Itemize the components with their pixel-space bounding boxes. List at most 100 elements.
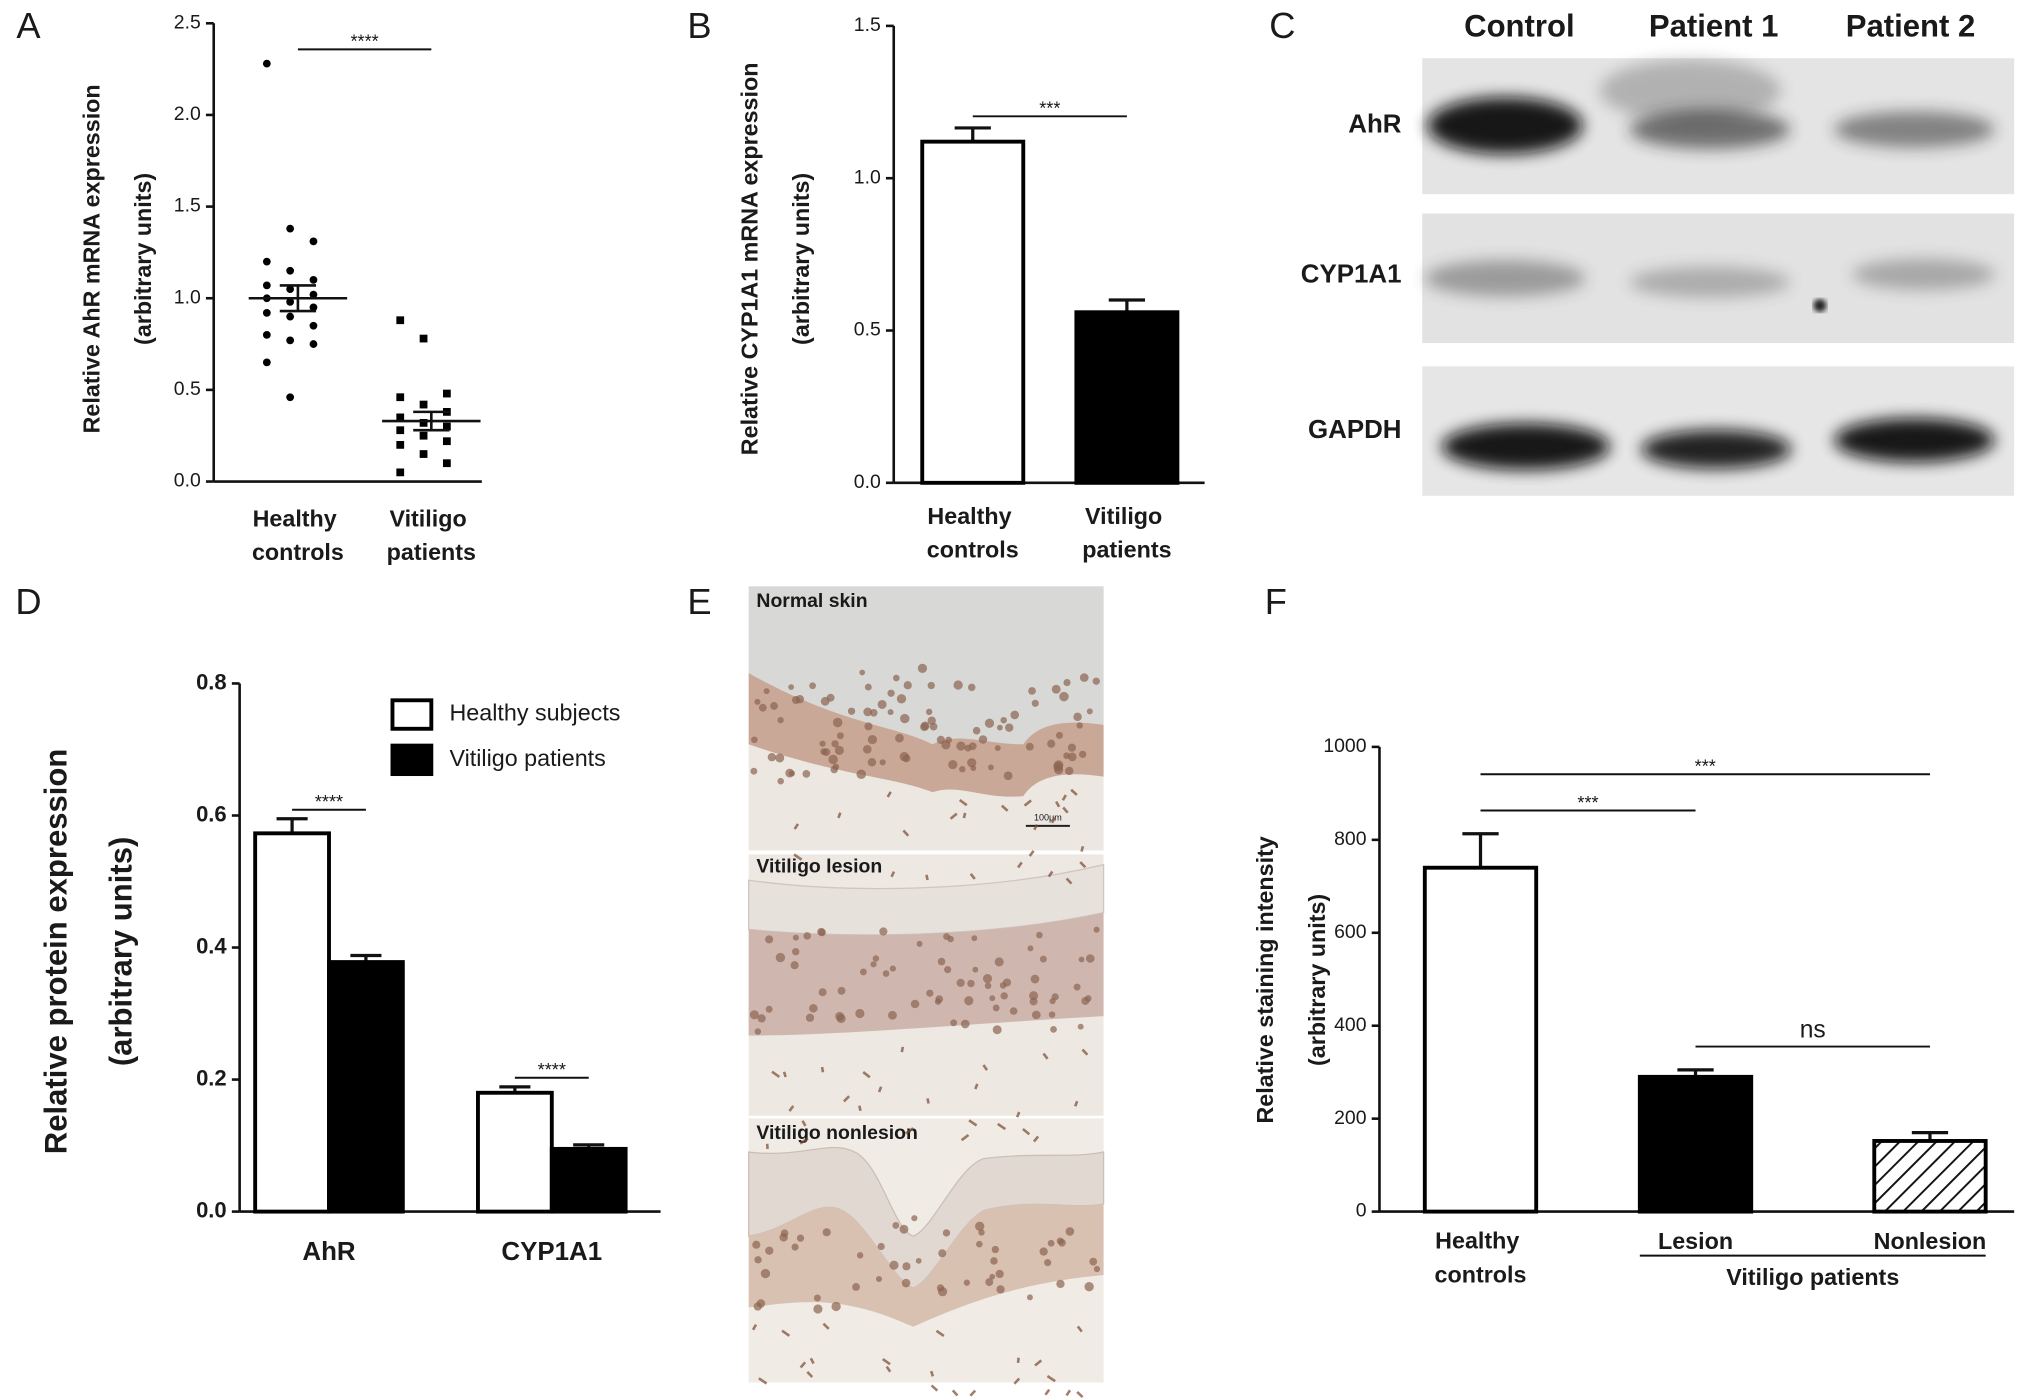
- data-point: [396, 440, 405, 449]
- histology-cell: [1084, 995, 1092, 1002]
- panel-label: F: [1265, 581, 1287, 622]
- x-tick-label: Nonlesion: [1874, 1228, 1987, 1254]
- histology-cell: [1036, 931, 1043, 939]
- histology-fiber: [982, 1064, 989, 1071]
- histology-fiber: [902, 829, 910, 837]
- histology-cell: [917, 663, 928, 673]
- error-bar: [279, 284, 317, 313]
- histology-cell: [948, 759, 958, 770]
- histology-cell: [791, 696, 800, 705]
- histology-fiber: [1061, 794, 1067, 801]
- histology-fiber: [771, 1070, 781, 1078]
- histology-cell: [989, 995, 996, 1002]
- blot-band: [1441, 423, 1611, 470]
- histology-cell: [758, 703, 767, 712]
- histology-cell: [1093, 1265, 1101, 1273]
- blot-band: [1424, 260, 1586, 297]
- histology-cell: [834, 745, 844, 755]
- histology-fiber: [1074, 1100, 1079, 1107]
- histology-cell: [1093, 926, 1100, 933]
- y-tick-label: 2.0: [174, 103, 201, 125]
- histology-cell: [937, 957, 946, 966]
- histology-cell: [1009, 1007, 1018, 1015]
- histology-cell: [1029, 991, 1039, 1001]
- data-point: [262, 281, 271, 290]
- histology-cell: [984, 718, 995, 728]
- panel-label: E: [687, 581, 711, 622]
- error-bar: [954, 126, 991, 142]
- histology-fiber: [1044, 1388, 1051, 1396]
- histology-fiber: [1034, 1359, 1043, 1367]
- blot-row: CYP1A1: [1301, 261, 1402, 289]
- histology-fiber: [793, 853, 803, 861]
- y-tick-label: 0.6: [196, 801, 227, 826]
- histology-cell: [945, 736, 952, 744]
- histology-cell: [837, 986, 846, 995]
- data-point: [286, 224, 295, 233]
- data-point: [262, 309, 271, 317]
- histology-fiber: [1081, 1048, 1089, 1056]
- x-tick-label: Healthy controls: [927, 503, 1019, 563]
- histology-cell: [1067, 743, 1077, 752]
- histology-cell: [1084, 1282, 1094, 1292]
- histology-cell: [790, 961, 799, 970]
- histology-cell: [802, 770, 811, 778]
- y-tick-label: 0.0: [854, 471, 881, 493]
- histology-cell: [968, 742, 977, 751]
- histology-cell: [1005, 723, 1014, 732]
- data-point: [286, 298, 295, 306]
- blot-band: [1427, 97, 1583, 155]
- histology-cell: [847, 707, 856, 715]
- histology-cell: [971, 935, 978, 942]
- histology-cell: [950, 1019, 958, 1027]
- histology-background: [748, 586, 1104, 745]
- histology-cell: [916, 940, 923, 947]
- histology-cell: [1078, 750, 1087, 759]
- histology-cell: [960, 1019, 970, 1029]
- significance-label: ****: [315, 792, 343, 812]
- histology-cell: [920, 722, 929, 732]
- histology-cell: [1002, 978, 1012, 987]
- histology-fiber: [788, 1105, 795, 1112]
- histology-cell: [751, 736, 758, 744]
- histology-cell: [864, 683, 872, 691]
- histology-cell: [792, 948, 800, 956]
- histology-fiber: [962, 812, 967, 819]
- histology-cell: [820, 748, 828, 756]
- histology-fiber: [935, 1329, 945, 1338]
- histology-cell: [925, 708, 933, 716]
- significance-label: ***: [1039, 99, 1060, 119]
- blot-band: [1834, 418, 1995, 463]
- histology-cell: [1092, 677, 1100, 685]
- y-axis-label: Relative AhR mRNA expression: [78, 84, 104, 433]
- y-tick-label: 0.5: [854, 319, 881, 341]
- histology-fiber: [1062, 806, 1069, 814]
- histology-cell: [832, 763, 840, 771]
- y-tick-label: 200: [1334, 1107, 1367, 1129]
- histology-epidermis: [748, 912, 1104, 1036]
- histology-fiber: [969, 1389, 977, 1397]
- histology-cell: [963, 1279, 971, 1286]
- histology-cell: [867, 734, 878, 745]
- histology-cell: [779, 1233, 788, 1242]
- histology-cell: [1077, 1023, 1084, 1030]
- histology-cell: [1056, 1279, 1065, 1289]
- histology-cell: [895, 733, 904, 743]
- histology-fiber: [949, 812, 958, 820]
- histology-cell: [1065, 1227, 1075, 1236]
- histology-cell: [995, 1269, 1004, 1279]
- histology-fiber: [799, 1137, 809, 1145]
- histology-fiber: [1065, 877, 1073, 885]
- histology-cell: [879, 759, 886, 766]
- histology-cell: [1067, 752, 1077, 762]
- data-point: [286, 336, 295, 345]
- histology-fiber: [806, 1370, 814, 1378]
- histology-cell: [831, 1301, 841, 1312]
- data-point: [286, 266, 295, 275]
- histology-cell: [809, 682, 816, 690]
- histology-cell: [813, 1304, 823, 1314]
- histology-cell: [903, 681, 912, 690]
- histology-cell: [1050, 1025, 1057, 1033]
- histology-cell: [972, 966, 979, 973]
- data-point: [396, 393, 405, 402]
